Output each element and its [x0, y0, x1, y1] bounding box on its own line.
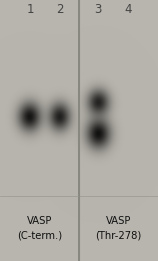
Text: 2: 2: [56, 3, 64, 16]
Text: VASP
(Thr-278): VASP (Thr-278): [95, 216, 142, 240]
Text: VASP
(C-term.): VASP (C-term.): [17, 216, 62, 240]
Text: 4: 4: [124, 3, 132, 16]
Text: 1: 1: [26, 3, 34, 16]
Text: 3: 3: [94, 3, 102, 16]
